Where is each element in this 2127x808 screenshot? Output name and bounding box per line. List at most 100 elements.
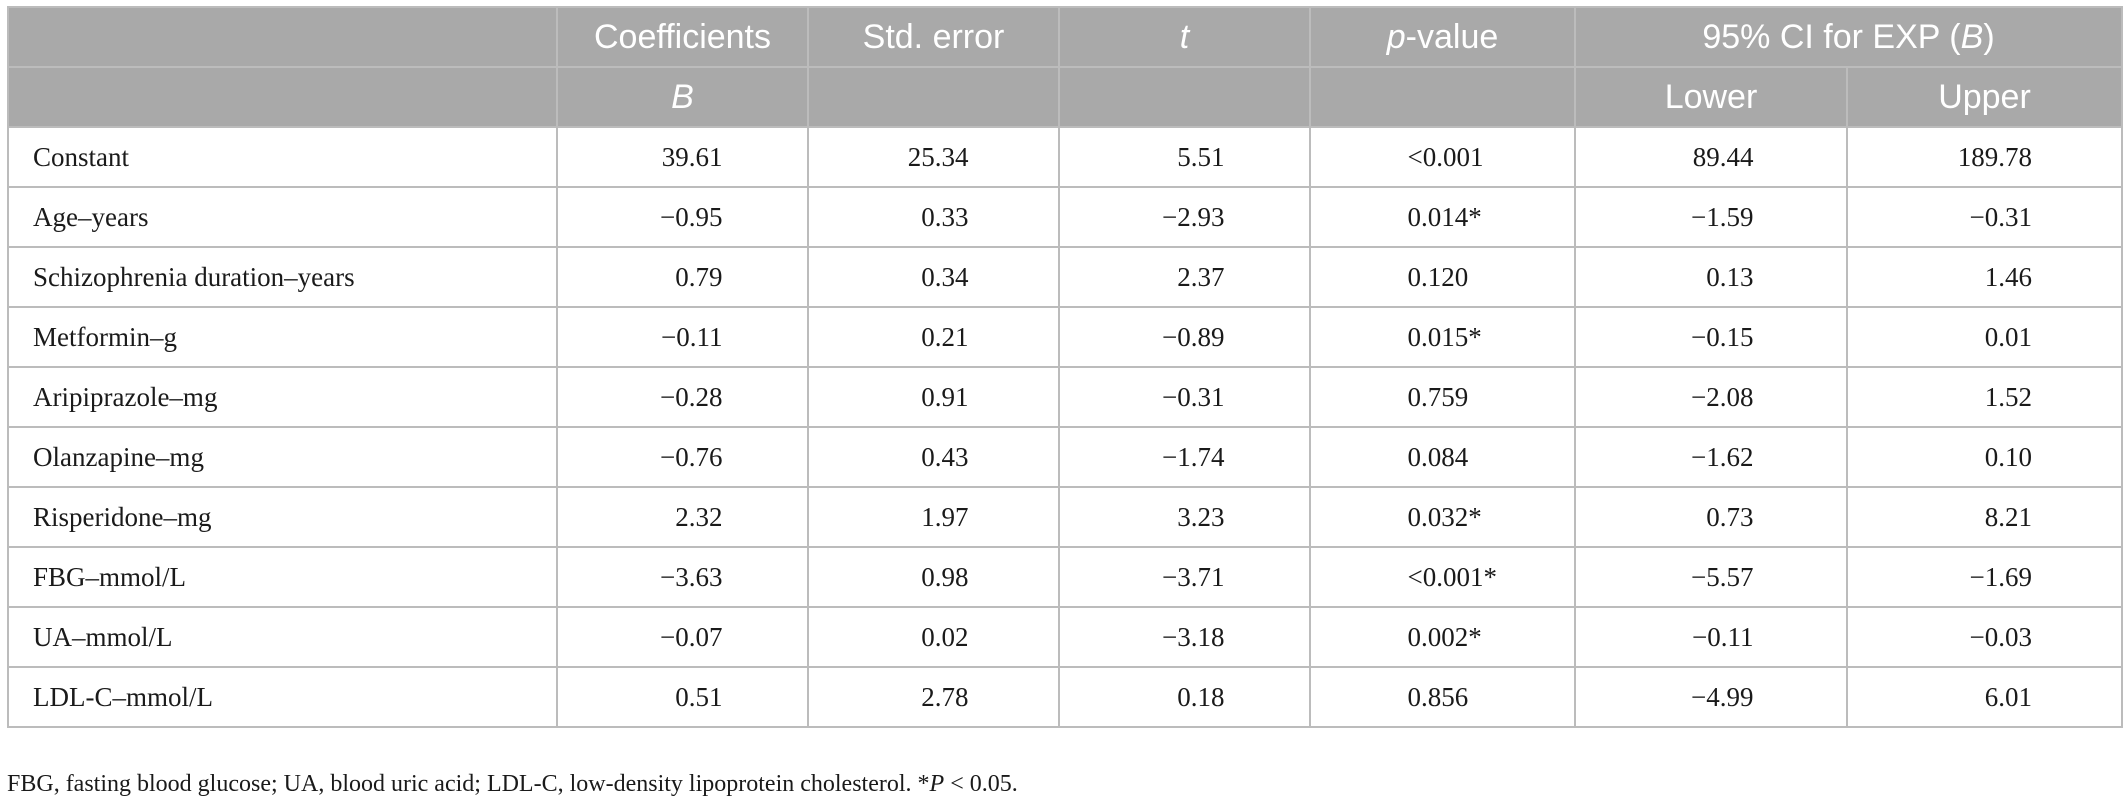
table-row: Schizophrenia duration–years 0.79 0.34 2.37… — [7, 246, 2123, 308]
cell-se: 0.02 — [921, 621, 969, 652]
table-row: Age–years −0.95 0.33 −2.93 0.014* −1.59 −0.31 — [7, 186, 2123, 248]
cell-b-container: −3.63 — [556, 546, 809, 608]
cell-upper: −0.31 — [1969, 201, 2032, 232]
header-empty-t — [1058, 66, 1311, 128]
cell-t: 2.37 — [1177, 261, 1225, 292]
cell-upper-container: 6.01 — [1846, 666, 2123, 728]
row-label: FBG–mmol/L — [7, 546, 558, 608]
cell-se: 2.78 — [921, 681, 969, 712]
cell-t-container: 2.37 — [1058, 246, 1311, 308]
table-header: Coefficients Std. error t p-value 95% CI… — [7, 6, 2123, 128]
header-row-2: B Lower Upper — [7, 66, 2123, 128]
cell-lower: −0.11 — [1692, 621, 1754, 652]
cell-lower: −1.59 — [1691, 201, 1754, 232]
cell-upper: −0.03 — [1969, 621, 2032, 652]
table-row: LDL-C–mmol/L 0.51 2.78 0.18 0.856 −4.99 6.01 — [7, 666, 2123, 728]
header-std-error: Std. error — [807, 6, 1060, 68]
cell-lower: −1.62 — [1691, 441, 1754, 472]
cell-se: 0.43 — [921, 441, 969, 472]
cell-p: 0.759 — [1407, 381, 1469, 412]
cell-upper: 1.52 — [1984, 381, 2032, 412]
cell-se-container: 0.02 — [807, 606, 1060, 668]
cell-p-container: 0.759 — [1309, 366, 1576, 428]
cell-p: <0.001* — [1407, 561, 1497, 592]
header-empty-se — [807, 66, 1060, 128]
cell-b: 0.79 — [675, 261, 723, 292]
row-label: Age–years — [7, 186, 558, 248]
cell-b: 0.51 — [675, 681, 723, 712]
cell-lower-container: −0.15 — [1574, 306, 1848, 368]
cell-b-container: −0.07 — [556, 606, 809, 668]
cell-p-container: <0.001 — [1309, 126, 1576, 188]
cell-p: 0.856 — [1407, 681, 1469, 712]
cell-p: <0.001 — [1407, 141, 1484, 172]
cell-b-container: 39.61 — [556, 126, 809, 188]
cell-se: 1.97 — [921, 501, 969, 532]
cell-b-container: 2.32 — [556, 486, 809, 548]
cell-t-container: 5.51 — [1058, 126, 1311, 188]
header-t-text: t — [1179, 17, 1190, 56]
cell-se-container: 2.78 — [807, 666, 1060, 728]
cell-se: 0.91 — [921, 381, 969, 412]
cell-se-container: 0.43 — [807, 426, 1060, 488]
table-row: Aripiprazole–mg −0.28 0.91 −0.31 0.759 −2.08 1… — [7, 366, 2123, 428]
cell-lower-container: −0.11 — [1574, 606, 1848, 668]
cell-se: 0.98 — [921, 561, 969, 592]
cell-se-container: 0.98 — [807, 546, 1060, 608]
cell-upper-container: 1.46 — [1846, 246, 2123, 308]
cell-t-container: −0.89 — [1058, 306, 1311, 368]
row-label: Olanzapine–mg — [7, 426, 558, 488]
cell-t-container: 0.18 — [1058, 666, 1311, 728]
cell-p-container: 0.015* — [1309, 306, 1576, 368]
cell-upper-container: −0.31 — [1846, 186, 2123, 248]
cell-lower: −0.15 — [1691, 321, 1754, 352]
cell-upper-container: −1.69 — [1846, 546, 2123, 608]
cell-b-container: −0.76 — [556, 426, 809, 488]
cell-p: 0.032* — [1407, 501, 1482, 532]
cell-t-container: −0.31 — [1058, 366, 1311, 428]
cell-lower-container: 89.44 — [1574, 126, 1848, 188]
regression-table-wrapper: Coefficients Std. error t p-value 95% CI… — [7, 6, 2123, 728]
cell-lower: 89.44 — [1692, 141, 1754, 172]
cell-se-container: 0.33 — [807, 186, 1060, 248]
row-label: Schizophrenia duration–years — [7, 246, 558, 308]
header-corner-cell-2 — [7, 66, 558, 128]
cell-p: 0.120 — [1407, 261, 1469, 292]
cell-se: 25.34 — [907, 141, 969, 172]
cell-p: 0.015* — [1407, 321, 1482, 352]
cell-upper: 6.01 — [1984, 681, 2032, 712]
cell-upper-container: 1.52 — [1846, 366, 2123, 428]
cell-b: −0.28 — [660, 381, 723, 412]
header-b-text: B — [671, 77, 694, 116]
cell-t-container: −3.18 — [1058, 606, 1311, 668]
cell-t-container: −1.74 — [1058, 426, 1311, 488]
cell-t: 3.23 — [1177, 501, 1225, 532]
cell-upper-container: −0.03 — [1846, 606, 2123, 668]
header-p-value: p-value — [1309, 6, 1576, 68]
footnote-text: FBG, fasting blood glucose; UA, blood ur… — [7, 771, 930, 797]
cell-se: 0.34 — [921, 261, 969, 292]
table-footnote: FBG, fasting blood glucose; UA, blood ur… — [7, 771, 1018, 798]
cell-se-container: 25.34 — [807, 126, 1060, 188]
cell-b: −3.63 — [660, 561, 723, 592]
row-label: UA–mmol/L — [7, 606, 558, 668]
cell-t-container: −3.71 — [1058, 546, 1311, 608]
header-row-1: Coefficients Std. error t p-value 95% CI… — [7, 6, 2123, 68]
header-corner-cell — [7, 6, 558, 68]
cell-lower: −4.99 — [1691, 681, 1754, 712]
cell-t: 0.18 — [1177, 681, 1225, 712]
cell-lower-container: −2.08 — [1574, 366, 1848, 428]
cell-upper: −1.69 — [1969, 561, 2032, 592]
cell-upper: 1.46 — [1984, 261, 2032, 292]
row-label: LDL-C–mmol/L — [7, 666, 558, 728]
cell-p: 0.002* — [1407, 621, 1482, 652]
cell-se-container: 0.21 — [807, 306, 1060, 368]
header-ci: 95% CI for EXP (B) — [1574, 6, 2123, 68]
cell-lower: 0.13 — [1706, 261, 1754, 292]
cell-p-container: 0.120 — [1309, 246, 1576, 308]
cell-t: 5.51 — [1177, 141, 1225, 172]
cell-p-container: 0.002* — [1309, 606, 1576, 668]
header-lower: Lower — [1574, 66, 1848, 128]
footnote-tail: < 0.05. — [944, 771, 1018, 797]
cell-lower-container: −1.59 — [1574, 186, 1848, 248]
